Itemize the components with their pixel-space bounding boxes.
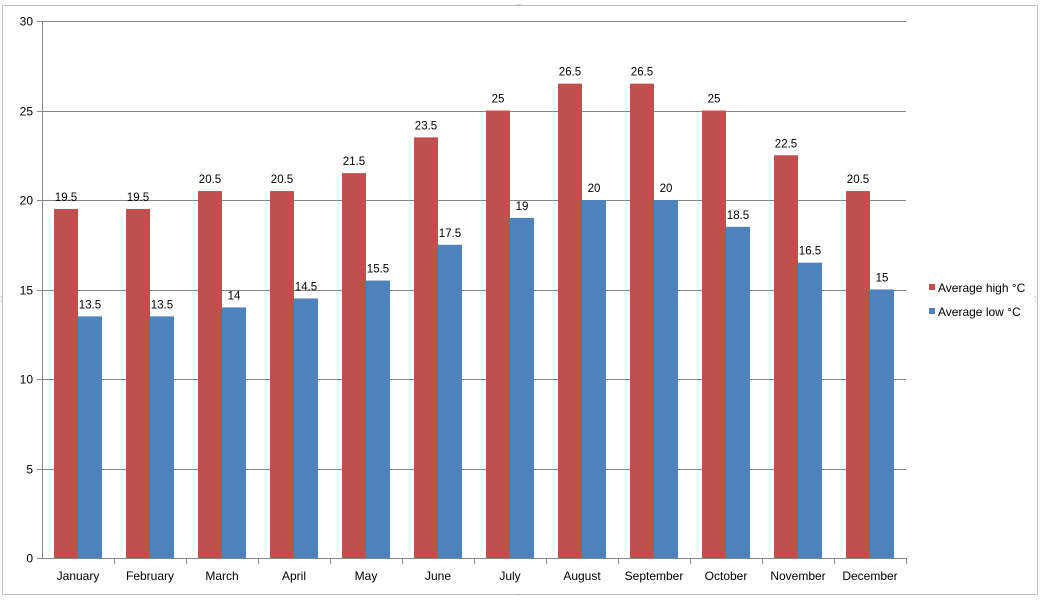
- bar: [198, 191, 222, 559]
- data-label: 13.5: [79, 299, 101, 311]
- bar: [78, 316, 102, 558]
- data-label: 20: [588, 183, 601, 195]
- data-label: 15.5: [367, 264, 389, 276]
- bar: [270, 191, 294, 559]
- data-label: 23.5: [415, 120, 437, 132]
- data-label: 22.5: [775, 138, 797, 150]
- legend[interactable]: Average high °C Average low °C: [929, 281, 1026, 319]
- bar: [150, 316, 174, 558]
- data-label: 25: [492, 94, 505, 106]
- y-tick-label: 5: [26, 463, 33, 477]
- bar: [582, 200, 606, 558]
- data-labels: 19.5 13.5 19.5 13.5 20.5 14 20.5 14.5 21.5 15.5 23…: [55, 67, 889, 312]
- bar: [414, 137, 438, 558]
- x-tick-label: September: [625, 569, 684, 583]
- bar: [342, 173, 366, 558]
- y-tick-label: 20: [20, 194, 34, 208]
- x-tick-label: May: [355, 569, 378, 583]
- bar: [558, 83, 582, 559]
- data-label: 26.5: [559, 67, 581, 79]
- data-label: 20: [660, 183, 673, 195]
- data-label: 14: [228, 290, 241, 302]
- axes: 0 5 10 15 20 25 30 January February March April May…: [20, 15, 907, 583]
- x-tick-label: January: [57, 569, 100, 583]
- bar: [486, 110, 510, 558]
- y-tick-label: 30: [20, 15, 34, 29]
- data-label: 25: [708, 94, 721, 106]
- legend-swatch: [929, 308, 935, 314]
- data-label: 20.5: [271, 174, 293, 186]
- bar: [366, 280, 390, 558]
- bar: [54, 208, 78, 558]
- data-label: 26.5: [631, 67, 653, 79]
- bar: [510, 217, 534, 558]
- y-tick-label: 0: [26, 552, 33, 566]
- data-label: 20.5: [847, 174, 869, 186]
- data-label: 20.5: [199, 174, 221, 186]
- data-label: 16.5: [799, 246, 821, 258]
- legend-label: Average low °C: [938, 305, 1021, 319]
- x-tick-label: February: [126, 569, 174, 583]
- legend-swatch: [929, 284, 935, 290]
- x-tick-label: April: [282, 569, 306, 583]
- x-tick-label: August: [563, 569, 601, 583]
- x-tick-label: December: [842, 569, 897, 583]
- bar: [846, 191, 870, 559]
- bar: [870, 289, 894, 558]
- bar: [654, 200, 678, 558]
- y-tick-label: 15: [20, 284, 34, 298]
- data-label: 14.5: [295, 281, 317, 293]
- gridlines: [42, 21, 906, 470]
- data-label: 19.5: [55, 192, 77, 204]
- y-tick-label: 25: [20, 105, 34, 119]
- x-tick-label: October: [705, 569, 748, 583]
- data-label: 21.5: [343, 156, 365, 168]
- resize-handle-bottom[interactable]: ····: [515, 590, 523, 599]
- x-tick-label: July: [499, 569, 520, 583]
- y-tick-label: 10: [20, 373, 34, 387]
- bar: [222, 307, 246, 558]
- bar: [126, 208, 150, 558]
- bar: [702, 110, 726, 558]
- bar: [438, 244, 462, 558]
- bar: [798, 262, 822, 558]
- data-label: 17.5: [439, 228, 461, 240]
- bar: [294, 298, 318, 558]
- data-label: 18.5: [727, 210, 749, 222]
- bars: [54, 83, 894, 559]
- legend-label: Average high °C: [938, 281, 1026, 295]
- data-label: 15: [876, 273, 889, 285]
- data-label: 19: [516, 201, 529, 213]
- data-label: 13.5: [151, 299, 173, 311]
- bar: [726, 226, 750, 558]
- data-label: 19.5: [127, 192, 149, 204]
- x-tick-label: March: [205, 569, 238, 583]
- resize-handle-top[interactable]: ····: [515, 0, 523, 9]
- x-tick-label: November: [770, 569, 825, 583]
- bar: [774, 155, 798, 558]
- x-tick-label: June: [425, 569, 451, 583]
- bar: [630, 83, 654, 559]
